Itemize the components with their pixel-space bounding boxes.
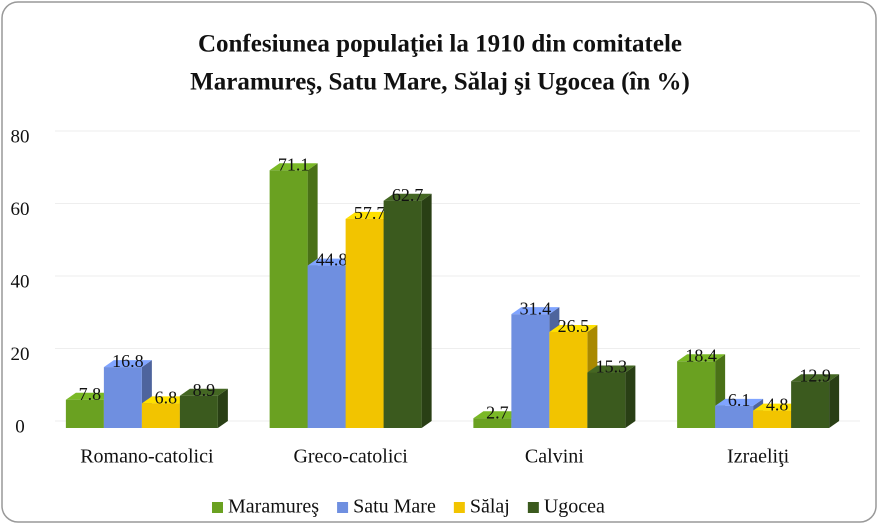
bar-top: [269, 163, 318, 171]
bar: [269, 170, 308, 428]
bar-top: [587, 365, 636, 373]
data-label: 6.1: [728, 390, 751, 410]
legend-swatch: [337, 502, 349, 513]
bar-top: [141, 396, 190, 404]
bar: [307, 265, 346, 428]
data-label: 8.9: [193, 380, 216, 400]
chart-title: Maramureş, Satu Mare, Sălaj şi Ugocea (î…: [190, 69, 690, 96]
data-label: 44.8: [316, 250, 348, 270]
bar-side: [217, 388, 228, 428]
bar: [791, 381, 830, 428]
x-tick-label: Calvini: [525, 446, 584, 468]
legend-label: Ugocea: [544, 496, 605, 518]
bar: [65, 399, 104, 428]
bar-side: [625, 365, 636, 428]
data-label: 4.8: [766, 395, 789, 415]
data-label: 31.4: [520, 298, 552, 318]
bar-top: [65, 392, 114, 400]
bar-side: [421, 193, 432, 428]
data-label: 2.7: [486, 402, 509, 422]
data-label: 71.1: [278, 154, 310, 174]
legend-swatch: [453, 502, 465, 513]
x-tick-label: Izraeliţi: [727, 446, 790, 468]
bar-top: [383, 193, 432, 201]
bar-top: [345, 211, 394, 219]
x-tick-label: Greco-catolici: [293, 446, 408, 468]
bar-top: [179, 388, 228, 396]
y-tick-label: 0: [15, 416, 25, 437]
legend-label: Satu Mare: [353, 496, 436, 518]
y-tick-label: 80: [11, 126, 30, 147]
bar-top: [677, 354, 726, 362]
bar: [587, 372, 626, 428]
bar: [473, 418, 512, 428]
y-tick-label: 20: [11, 344, 30, 365]
data-label: 18.4: [685, 345, 717, 365]
bar: [677, 361, 716, 428]
y-tick-label: 40: [11, 271, 30, 292]
data-label: 6.8: [155, 387, 178, 407]
bar-top: [715, 398, 764, 406]
bar-top: [511, 307, 560, 315]
bar: [141, 403, 180, 428]
bar-top: [103, 360, 152, 368]
bar: [383, 200, 422, 428]
y-tick-label: 60: [11, 199, 30, 220]
legend-swatch: [212, 502, 223, 513]
bar-side: [829, 374, 840, 428]
legend-swatch: [527, 502, 539, 513]
data-label: 57.7: [354, 203, 386, 223]
chart-title: Confesiunea populaţiei la 1910 din comit…: [198, 31, 682, 58]
bar: [179, 395, 218, 428]
data-label: 7.8: [79, 384, 102, 404]
x-tick-label: Romano-catolici: [80, 446, 214, 468]
bar: [511, 314, 550, 428]
bar: [345, 218, 384, 428]
data-label: 15.3: [596, 357, 628, 377]
bar: [103, 367, 142, 428]
legend-label: Maramureş: [228, 496, 319, 518]
bar-top: [307, 258, 356, 266]
legend-label: Sălaj: [470, 496, 510, 518]
bar: [753, 410, 792, 428]
bar: [715, 405, 754, 428]
bar-top: [753, 403, 802, 411]
data-label: 26.5: [558, 316, 590, 336]
data-label: 16.8: [112, 351, 144, 371]
bar: [549, 331, 588, 428]
bar-top: [473, 411, 522, 419]
bar-top: [791, 374, 840, 382]
data-label: 12.9: [799, 365, 831, 385]
data-label: 62.7: [392, 185, 424, 205]
bar-top: [549, 324, 598, 332]
